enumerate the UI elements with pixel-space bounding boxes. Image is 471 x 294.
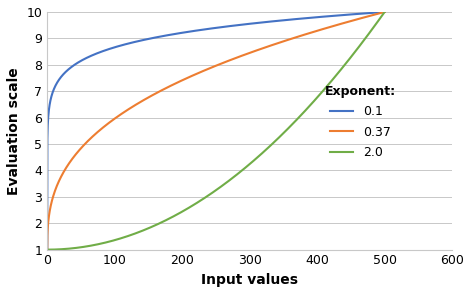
0.1 [382,10,388,14]
2.0 [382,10,388,14]
0.1 [372,11,378,14]
0.37 [44,248,50,251]
0.37 [62,169,67,172]
0.37 [382,10,388,14]
0.1 [209,27,214,30]
0.1 [62,71,67,75]
Y-axis label: Evaluation scale: Evaluation scale [7,67,21,195]
2.0 [310,101,316,104]
0.1 [310,16,316,19]
0.37 [209,66,214,69]
X-axis label: Input values: Input values [201,273,298,287]
0.1 [200,28,205,31]
2.0 [200,198,205,201]
0.37 [372,13,377,16]
2.0 [62,247,67,251]
Line: 2.0: 2.0 [47,12,385,250]
0.37 [200,70,205,73]
Line: 0.37: 0.37 [47,12,385,250]
2.0 [44,248,50,251]
0.1 [372,11,377,14]
0.37 [372,13,378,16]
Legend: 0.1, 0.37, 2.0: 0.1, 0.37, 2.0 [325,85,396,159]
2.0 [372,24,378,27]
Line: 0.1: 0.1 [47,12,385,250]
0.1 [44,248,50,251]
2.0 [372,24,377,28]
2.0 [209,192,214,195]
0.37 [310,30,316,34]
